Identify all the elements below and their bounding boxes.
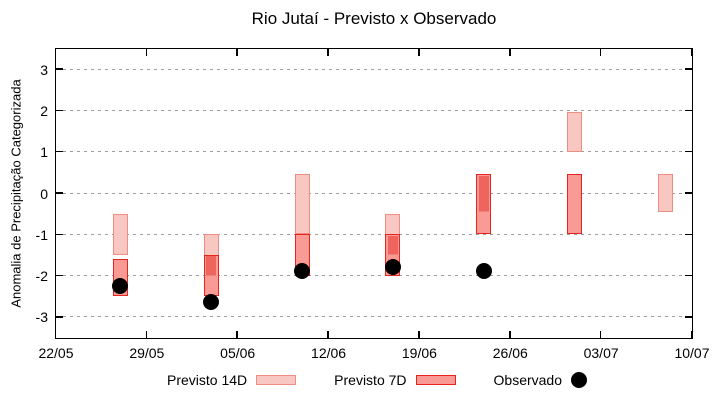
bar-previsto-14d: [567, 112, 583, 152]
y-tick-label: 2: [40, 102, 48, 119]
x-tick-label: 22/05: [38, 345, 74, 361]
bar-overlap: [387, 235, 398, 255]
gridline: [55, 192, 692, 194]
y-tick-label: -3: [35, 309, 48, 326]
bar-overlap: [478, 175, 489, 212]
x-tick: [145, 48, 148, 56]
x-tick-label: 03/07: [583, 345, 619, 361]
x-tick-label: 05/06: [220, 345, 256, 361]
legend-swatch-box-7d: [415, 375, 456, 385]
legend-item: Previsto 14D: [167, 372, 297, 388]
y-tick: [55, 109, 63, 112]
y-tick: [684, 192, 692, 194]
legend-swatch-observado: [571, 372, 587, 388]
x-tick-label: 26/06: [492, 345, 528, 361]
x-tick-label: 10/07: [674, 345, 710, 361]
observado-dot: [112, 277, 129, 294]
x-tick-label: 19/06: [401, 345, 437, 361]
bar-previsto-14d: [112, 213, 128, 255]
x-tick: [509, 330, 511, 338]
y-tick: [55, 192, 63, 194]
x-tick: [418, 48, 420, 56]
gridline: [55, 233, 692, 235]
bar-previsto-14d: [658, 174, 674, 212]
x-tick-label: 29/05: [129, 345, 165, 361]
x-tick: [54, 330, 57, 338]
legend-label-box-14d: Previsto 14D: [167, 372, 248, 388]
gridline: [55, 109, 692, 111]
legend-item: Observado: [494, 372, 587, 388]
gridline: [55, 151, 692, 153]
gridline: [55, 68, 692, 70]
y-tick-label: 1: [40, 144, 48, 161]
x-tick: [54, 48, 57, 56]
y-tick: [684, 68, 692, 70]
y-tick-label: -2: [35, 268, 48, 285]
x-tick: [327, 330, 329, 338]
plot-area: [54, 47, 693, 339]
legend-label-dot: Observado: [493, 372, 562, 388]
y-tick: [684, 316, 692, 318]
y-tick: [55, 68, 63, 70]
observado-dot: [203, 294, 220, 311]
y-tick: [684, 233, 692, 236]
y-tick: [684, 274, 692, 277]
x-tick: [599, 48, 602, 56]
legend-label-box-7d: Previsto 7D: [334, 372, 407, 388]
x-tick: [418, 330, 420, 338]
bar-previsto-14d: [294, 174, 310, 235]
legend: Previsto 14D Previsto 7D Observado: [17, 372, 720, 388]
gridline: [55, 275, 692, 277]
x-tick: [509, 48, 511, 56]
y-tick: [55, 274, 63, 277]
x-tick: [236, 330, 238, 338]
chart-title: Rio Jutaí - Previsto x Observado: [251, 9, 497, 28]
legend-item: Previsto 7D: [334, 372, 456, 388]
x-tick-label: 12/06: [311, 345, 347, 361]
y-tick-label: 3: [40, 61, 48, 78]
x-tick: [690, 48, 693, 56]
legend-swatch-box-14d: [256, 375, 297, 385]
y-tick: [55, 233, 63, 236]
x-tick: [599, 330, 602, 338]
observado-dot: [384, 259, 401, 276]
x-tick: [327, 48, 329, 56]
observado-dot: [475, 263, 492, 280]
y-tick: [684, 109, 692, 112]
y-tick-label: -1: [35, 226, 48, 243]
y-tick: [55, 150, 63, 153]
bar-overlap: [206, 256, 217, 276]
x-tick: [145, 330, 148, 338]
x-tick: [236, 48, 238, 56]
gridline: [55, 316, 692, 318]
y-tick: [684, 150, 692, 153]
y-tick: [55, 316, 63, 318]
bar-previsto-7d: [567, 174, 583, 235]
x-tick: [690, 330, 693, 338]
y-tick-label: 0: [40, 185, 48, 202]
observado-dot: [294, 263, 311, 280]
